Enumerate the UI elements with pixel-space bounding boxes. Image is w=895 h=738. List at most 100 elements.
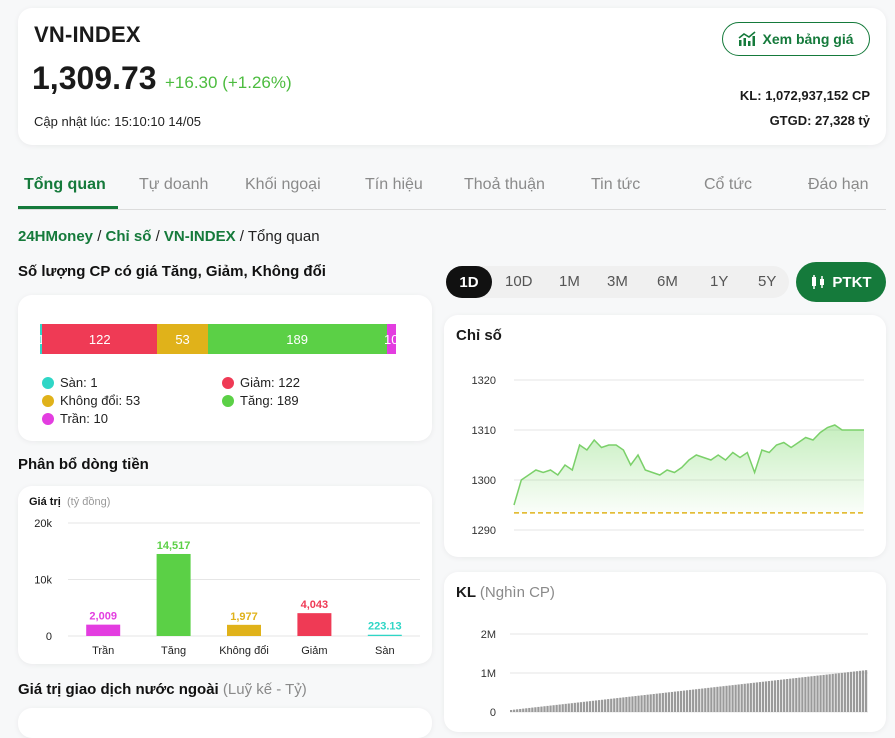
ptkt-button[interactable]: PTKT [796,262,886,302]
volume-ytick: 0 [490,707,496,719]
volume-bar [646,694,649,712]
volume-bar [634,696,637,712]
volume-bar [682,690,686,712]
volume-bar [786,679,789,712]
volume-bar [622,697,625,712]
time-range-selector: 1D 10D 1M 3M 6M 1Y 5Y [446,266,789,298]
flow-category-label: Không đổi [219,645,269,657]
price-board-label: Xem bảng giá [762,31,854,47]
tab-co-tuc[interactable]: Cổ tức [704,176,753,193]
range-5y[interactable]: 5Y [758,273,777,290]
range-10d[interactable]: 10D [505,273,533,290]
tab-dao-han[interactable]: Đáo hạn [808,176,869,193]
volume-bar [604,699,607,712]
volume-bar [761,681,765,712]
flow-bar [86,624,121,636]
volume-bar [631,696,634,712]
volume-bar [661,692,664,712]
volume-bar [728,685,731,712]
volume-bar [561,704,564,712]
flow-ytick: 20k [34,518,52,530]
volume-bar [783,679,786,712]
volume-bar [855,671,859,712]
breadcrumb-current: Tổng quan [247,228,320,245]
breadcrumb-home[interactable]: 24HMoney [18,228,94,245]
volume-bar [698,688,701,712]
volume-bar [749,683,752,712]
flow-value-label: 14,517 [157,540,191,552]
volume-bar [795,677,798,712]
volume-bar [625,697,628,712]
volume-bar [752,682,755,712]
flow-ylabel: Giá trị [29,496,61,508]
volume-bar [764,681,768,712]
volume-bar [555,704,558,712]
volume-bar [861,670,865,712]
tab-khoi-ngoai[interactable]: Khối ngoại [245,176,321,193]
flow-category-label: Giảm [301,645,327,657]
volume-bar [528,707,531,712]
volume-bar [846,672,849,712]
index-name: VN-INDEX [34,22,141,47]
volume-bar [531,707,534,712]
volume-bar [819,675,822,712]
range-1m[interactable]: 1M [559,273,580,290]
volume-bar [537,706,540,712]
breadcrumb-chi-so[interactable]: Chỉ số [105,228,152,245]
volume-bar [582,701,586,712]
breadth-segment-giam: 122 [42,324,158,354]
index-chart-card: Chỉ số 1320 1310 1300 1290 [444,315,886,557]
flow-value-label: 4,043 [301,599,329,611]
volume-bar [679,690,683,712]
volume-bar [628,696,631,712]
volume-bar [564,703,567,712]
flow-ytick: 0 [46,631,52,643]
volume-bar [825,674,828,712]
breadcrumb-index[interactable]: VN-INDEX [163,228,236,245]
tab-thoa-thuan[interactable]: Thoả thuận [464,176,545,193]
volume-bar [640,695,643,712]
index-line [513,424,864,506]
breadth-segment-khongdoi: 53 [157,324,208,354]
volume-bar [607,699,610,712]
volume-bar [664,692,667,712]
volume-bar [834,673,837,712]
volume-bar [567,703,570,712]
ptkt-label: PTKT [832,273,872,291]
flow-yunit: (tỷ đồng) [67,496,110,508]
tab-tin-tuc[interactable]: Tin tức [591,176,641,193]
range-6m[interactable]: 6M [657,273,678,290]
volume-bar [807,676,810,712]
volume-bar [692,689,695,712]
volume-bar [540,706,543,712]
tab-tu-doanh[interactable]: Tự doanh [139,176,209,193]
range-1d[interactable]: 1D [446,266,492,298]
breadcrumb-separator: / [239,228,244,245]
tab-tong-quan[interactable]: Tổng quan [24,176,106,193]
volume-bar [601,699,604,712]
volume-bar [792,678,795,712]
volume-bar [597,700,601,712]
flow-value-label: 2,009 [89,611,117,623]
volume-chart: 2M 1M 0 [481,629,868,719]
range-1y[interactable]: 1Y [710,273,729,290]
flow-bar [297,613,332,636]
range-3m[interactable]: 3M [607,273,628,290]
volume-bar [573,702,576,712]
volume-bar [716,686,719,712]
breadcrumb: 24HMoney / Chỉ số / VN-INDEX / Tổng quan [18,228,320,245]
volume-bar [843,672,846,712]
volume-bar [522,708,525,712]
volume-bar [710,687,713,712]
candlestick-icon [812,275,825,289]
flow-category-label: Sàn [375,645,395,657]
tab-tin-hieu[interactable]: Tín hiệu [365,176,423,193]
volume-bar [816,675,819,712]
volume-bar [667,692,670,712]
price-board-button[interactable]: Xem bảng giá [722,22,870,56]
volume-bar [658,693,661,712]
volume-bar [510,709,513,712]
index-ytick: 1300 [472,475,496,487]
volume-bar [789,678,792,712]
volume-bar [637,695,640,712]
